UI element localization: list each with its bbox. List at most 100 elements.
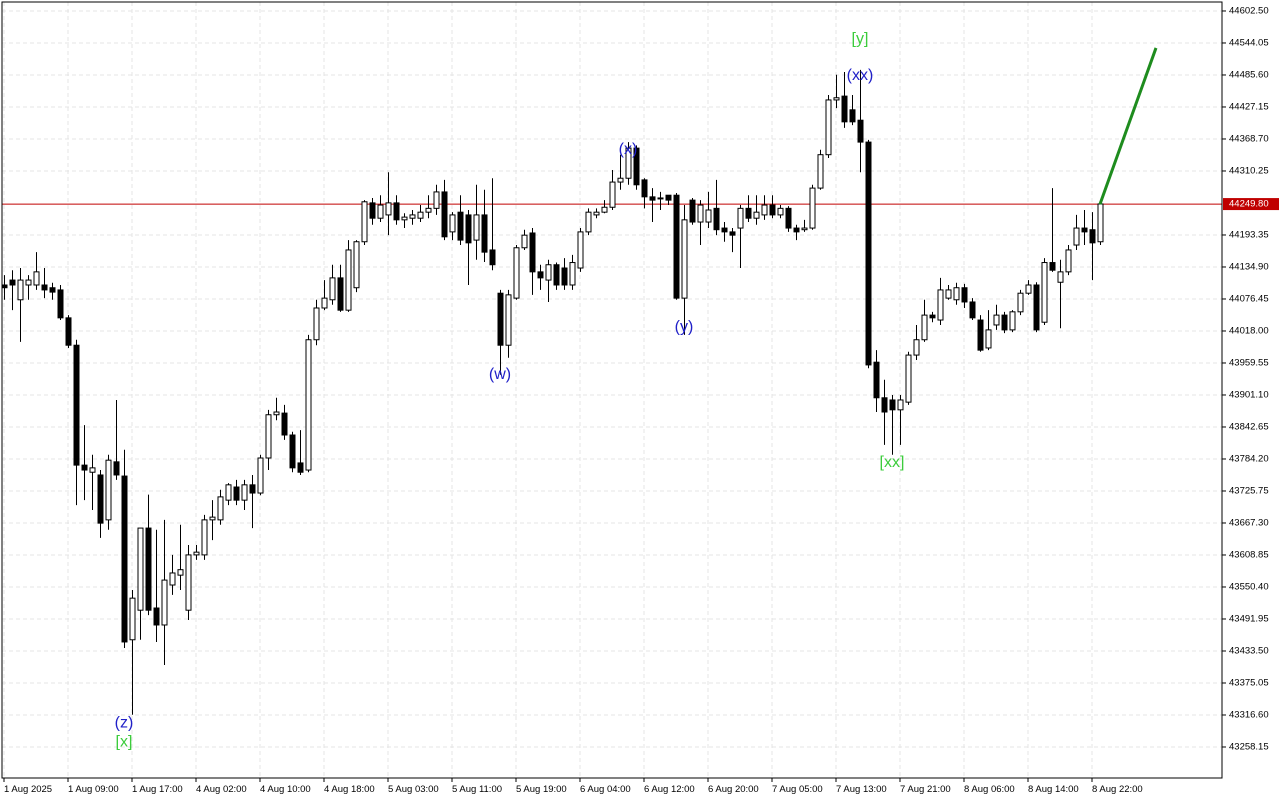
plot: (z)[x] (w) (x) (y) (xx) [y] [xx] xyxy=(1,30,1158,750)
candle-body-up xyxy=(321,297,328,309)
candle-body-up xyxy=(921,314,928,341)
y-tick-label: 44427.15 xyxy=(1229,101,1269,112)
candle-body-up xyxy=(593,211,600,216)
candle-body-up xyxy=(753,211,760,219)
candle-body-down xyxy=(489,249,496,266)
y-tick-label: 44018.00 xyxy=(1229,325,1269,336)
y-tick-label: 44134.90 xyxy=(1229,261,1269,272)
candle-body-down xyxy=(841,95,848,123)
candle-body-down xyxy=(281,412,288,436)
x-tick-label: 8 Aug 06:00 xyxy=(964,784,1015,795)
candle-body-up xyxy=(617,177,624,183)
candle-body-down xyxy=(1,284,8,289)
x-tick-label: 1 Aug 17:00 xyxy=(132,784,183,795)
candle-body-up xyxy=(449,214,456,233)
candle-body-up xyxy=(17,279,24,301)
candle-body-up xyxy=(425,207,432,213)
candle-body-up xyxy=(985,329,992,349)
y-tick-label: 43667.30 xyxy=(1229,517,1269,528)
candle-body-down xyxy=(465,214,472,244)
y-tick-label: 44368.70 xyxy=(1229,133,1269,144)
candle-body-down xyxy=(297,462,304,473)
x-tick-label: 8 Aug 14:00 xyxy=(1028,784,1079,795)
candle-body-up xyxy=(257,457,264,494)
candle-body-up xyxy=(1009,311,1016,331)
candle-body-up xyxy=(209,516,216,521)
candle-body-up xyxy=(521,234,528,249)
candle-body-up xyxy=(801,227,808,231)
axes: 44602.50 44544.05 44485.60 44427.15 44368.70… xyxy=(3,5,1279,795)
candle-body-down xyxy=(785,207,792,229)
candle-body-down xyxy=(881,397,888,413)
x-tick-label: 6 Aug 12:00 xyxy=(644,784,695,795)
candle-body-down xyxy=(153,607,160,626)
candle-body-up xyxy=(817,154,824,189)
candle-body-down xyxy=(745,207,752,219)
y-tick-label: 43491.95 xyxy=(1229,613,1269,624)
candle-body-up xyxy=(761,204,768,216)
candle-body-down xyxy=(673,194,680,299)
y-tick-label: 43608.85 xyxy=(1229,549,1269,560)
candle-body-down xyxy=(441,191,448,238)
candle-body-up xyxy=(545,264,552,281)
candle-body-up xyxy=(505,294,512,346)
candle-body-up xyxy=(105,459,112,521)
candle-body-down xyxy=(793,227,800,233)
y-tick-label: 43725.75 xyxy=(1229,485,1269,496)
candle-body-up xyxy=(25,279,32,286)
candle-body-up xyxy=(161,579,168,626)
candle-body-up xyxy=(737,207,744,229)
x-tick-label: 6 Aug 20:00 xyxy=(708,784,759,795)
candle-body-down xyxy=(81,464,88,471)
candle-body-up xyxy=(129,597,136,641)
candle-body-up xyxy=(201,519,208,556)
candle-body-down xyxy=(961,287,968,303)
x-tick-label: 5 Aug 19:00 xyxy=(516,784,567,795)
candle-body-up xyxy=(433,191,440,209)
candle-body-down xyxy=(1081,227,1088,233)
candle-body-down xyxy=(57,289,64,319)
candle-body-up xyxy=(809,187,816,229)
candle-body-up xyxy=(217,496,224,521)
candle-body-up xyxy=(137,527,144,611)
candle-body-up xyxy=(361,201,368,243)
candle-body-up xyxy=(513,247,520,299)
wave-label: (y) xyxy=(675,318,694,335)
y-tick-label: 44602.50 xyxy=(1229,5,1269,16)
x-tick-label: 7 Aug 13:00 xyxy=(836,784,887,795)
candle-body-up xyxy=(377,204,384,219)
candle-body-up xyxy=(169,572,176,586)
candle-body-up xyxy=(681,219,688,299)
candle-body-down xyxy=(497,292,504,346)
y-tick-label: 44076.45 xyxy=(1229,293,1269,304)
candle-body-down xyxy=(41,284,48,291)
candle-body-down xyxy=(689,199,696,223)
wave-label: [xx] xyxy=(880,454,905,471)
candle-body-up xyxy=(625,147,632,179)
candle-body-up xyxy=(609,181,616,208)
candle-body-down xyxy=(289,434,296,469)
candle-body-down xyxy=(337,277,344,311)
candle-body-up xyxy=(945,289,952,299)
wave-label: (w) xyxy=(489,366,511,383)
plot-frame xyxy=(1,1,1223,779)
wave-label: [y] xyxy=(852,30,869,47)
candle-body-down xyxy=(249,484,256,494)
candle-body-down xyxy=(713,207,720,231)
candle-body-up xyxy=(225,484,232,501)
wave-label: [x] xyxy=(116,733,133,750)
candle-body-up xyxy=(833,97,840,101)
candle-body-up xyxy=(305,339,312,471)
candle-body-down xyxy=(857,119,864,143)
wave-label: (x) xyxy=(619,141,638,158)
candle-body-down xyxy=(233,486,240,501)
candle-body-up xyxy=(577,231,584,269)
candle-body-down xyxy=(49,287,56,293)
candle-body-up xyxy=(705,209,712,223)
candle-body-down xyxy=(457,211,464,241)
candle-body-down xyxy=(97,474,104,524)
candle-body-up xyxy=(345,249,352,311)
y-tick-label: 43550.40 xyxy=(1229,581,1269,592)
candle-body-up xyxy=(1073,227,1080,246)
